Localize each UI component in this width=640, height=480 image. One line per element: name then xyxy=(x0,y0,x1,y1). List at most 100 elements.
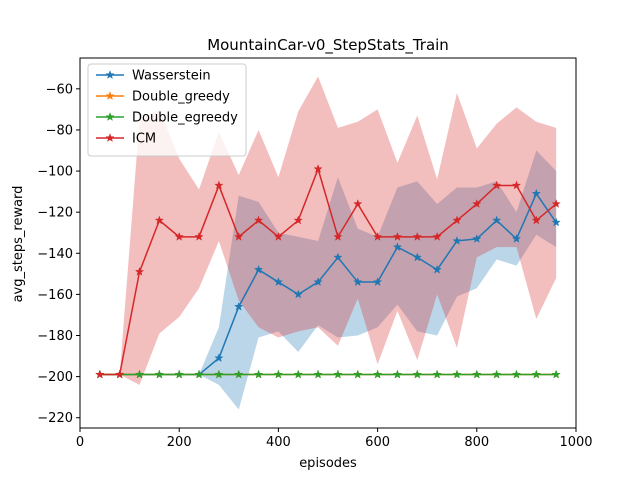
legend-label-icm: ICM xyxy=(132,132,156,147)
point-wasserstein xyxy=(412,252,422,262)
point-icm xyxy=(432,231,442,241)
x-tick-label: 800 xyxy=(464,435,489,450)
point-icm xyxy=(392,231,403,241)
point-double-egreedy xyxy=(194,369,204,379)
point-icm xyxy=(253,215,264,225)
point-wasserstein xyxy=(313,277,323,287)
point-double-egreedy xyxy=(134,369,145,379)
point-icm xyxy=(333,231,343,241)
series-lines xyxy=(99,166,557,376)
point-wasserstein xyxy=(511,233,522,243)
point-wasserstein xyxy=(214,353,224,363)
legend-marker-wasserstein xyxy=(105,70,115,80)
legend-label-double-egreedy: Double_egreedy xyxy=(132,111,238,126)
point-icm xyxy=(95,369,105,379)
y-tick-label: −160 xyxy=(37,288,73,303)
point-double-egreedy xyxy=(412,369,422,379)
point-double-egreedy xyxy=(432,369,442,379)
y-tick-label: −180 xyxy=(37,329,73,344)
y-tick-label: −140 xyxy=(37,247,73,262)
point-double-egreedy xyxy=(313,369,323,379)
series-markers xyxy=(95,164,561,379)
point-double-egreedy xyxy=(253,369,264,379)
point-double-egreedy xyxy=(372,369,383,379)
point-double-egreedy xyxy=(392,369,403,379)
plot-area-frame xyxy=(79,57,577,429)
point-icm xyxy=(273,231,284,241)
point-icm xyxy=(511,180,522,190)
x-axis-ticks: 0 200 400 600 800 1000 xyxy=(76,428,593,450)
point-wasserstein xyxy=(472,233,482,243)
point-wasserstein xyxy=(392,242,403,252)
point-icm xyxy=(472,198,482,208)
point-icm xyxy=(114,369,125,379)
legend-label-double-greedy: Double_greedy xyxy=(132,90,230,105)
point-double-egreedy xyxy=(154,369,165,379)
x-tick-label: 400 xyxy=(266,435,291,450)
point-icm xyxy=(194,231,204,241)
point-double-egreedy xyxy=(511,369,522,379)
point-wasserstein xyxy=(333,252,343,262)
point-icm xyxy=(234,231,244,241)
point-wasserstein xyxy=(432,264,442,274)
point-double-egreedy xyxy=(531,369,542,379)
y-tick-label: −80 xyxy=(46,123,73,138)
point-wasserstein xyxy=(273,277,284,287)
y-axis-label: avg_steps_reward xyxy=(11,186,26,303)
point-double-egreedy xyxy=(333,369,343,379)
chart-title: MountainCar-v0_StepStats_Train xyxy=(207,36,449,55)
legend-box xyxy=(87,63,247,157)
point-wasserstein xyxy=(234,301,244,311)
point-double-egreedy xyxy=(214,369,224,379)
point-icm xyxy=(154,215,165,225)
point-icm xyxy=(353,198,363,208)
point-wasserstein xyxy=(353,277,363,287)
point-icm xyxy=(531,215,542,225)
legend-marker-double-greedy xyxy=(105,91,115,101)
band-wasserstein xyxy=(99,150,557,410)
point-icm xyxy=(214,180,224,190)
point-icm xyxy=(372,231,383,241)
x-tick-label: 600 xyxy=(365,435,390,450)
point-wasserstein xyxy=(452,235,462,245)
point-wasserstein xyxy=(372,277,383,287)
y-tick-label: −200 xyxy=(37,370,73,385)
point-double-egreedy xyxy=(472,369,482,379)
point-wasserstein xyxy=(491,215,502,225)
y-tick-label: −220 xyxy=(37,411,73,426)
y-axis-ticks: −220 −200 −180 −160 −140 −120 −100 −80 −60 xyxy=(37,82,80,426)
point-icm xyxy=(551,198,561,208)
point-wasserstein xyxy=(293,289,303,299)
point-icm xyxy=(134,266,145,276)
point-double-egreedy xyxy=(293,369,303,379)
legend-marker-double-egreedy xyxy=(105,112,115,122)
legend: Wasserstein Double_greedy Double_egreedy IC… xyxy=(87,63,247,157)
legend-marker-icm xyxy=(105,133,115,143)
y-tick-label: −120 xyxy=(37,206,73,221)
x-tick-label: 0 xyxy=(76,435,84,450)
point-wasserstein xyxy=(551,217,561,227)
line-icm xyxy=(99,166,557,376)
x-tick-label: 1000 xyxy=(559,435,592,450)
point-double-egreedy xyxy=(491,369,502,379)
point-icm xyxy=(293,215,303,225)
point-icm xyxy=(174,231,184,241)
point-double-egreedy xyxy=(353,369,363,379)
point-wasserstein xyxy=(253,264,264,274)
point-icm xyxy=(412,231,422,241)
point-icm xyxy=(491,180,502,190)
point-double-egreedy xyxy=(234,369,244,379)
x-axis-label: episodes xyxy=(299,456,357,471)
point-double-egreedy xyxy=(273,369,284,379)
legend-label-wasserstein: Wasserstein xyxy=(132,69,211,84)
y-tick-label: −100 xyxy=(37,165,73,180)
point-double-egreedy xyxy=(174,369,184,379)
point-double-egreedy xyxy=(452,369,462,379)
y-tick-label: −60 xyxy=(46,82,73,97)
x-tick-label: 200 xyxy=(167,435,192,450)
point-double-egreedy xyxy=(551,369,561,379)
point-icm xyxy=(313,164,323,174)
point-icm xyxy=(452,215,462,225)
point-wasserstein xyxy=(531,188,542,198)
